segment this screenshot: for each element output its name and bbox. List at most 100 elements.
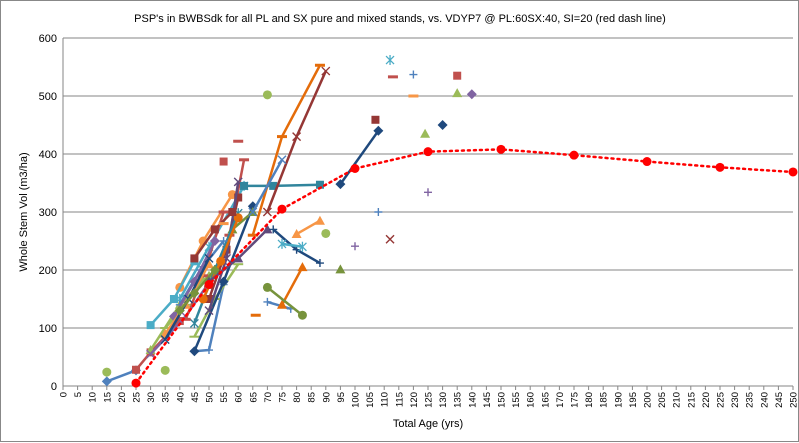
data-point [409,71,417,79]
x-tick-label: 50 [205,392,216,403]
data-point [189,346,199,356]
psp-series-group [251,314,261,317]
x-tick-label: 30 [146,392,157,403]
data-point [170,295,178,303]
x-tick-label: 245 [774,392,785,408]
vdyp-curve-point [424,147,433,156]
x-tick-label: 120 [409,392,420,408]
data-point [216,257,225,266]
x-tick-label: 15 [102,392,113,403]
x-tick-label: 210 [672,392,683,408]
psp-series-group [409,71,417,79]
psp-series-group [102,368,111,377]
data-point [219,211,229,214]
x-tick-label: 35 [161,392,172,403]
data-point [220,158,228,166]
data-point [438,120,448,130]
data-point [408,95,418,98]
data-point [315,64,325,67]
data-point [211,225,219,233]
data-point [205,346,213,354]
psp-series-group [335,126,383,189]
psp-series-group [220,158,228,166]
data-point [297,262,307,271]
x-tick-label: 150 [497,392,508,408]
data-point [219,222,229,225]
psp-series-group [386,55,394,65]
x-tick-label: 100 [351,392,362,408]
vdyp-curve-point [132,379,141,388]
data-point [102,368,111,377]
data-point [298,311,307,320]
data-point [147,321,155,329]
psp-series-group [335,264,345,273]
psp-series-group [219,222,229,225]
psp-series-group [408,95,418,98]
x-tick-label: 130 [438,392,449,408]
x-tick-label: 175 [570,392,581,408]
vdyp-curve-point [643,157,652,166]
data-point [132,366,140,374]
x-tick-label: 20 [117,392,128,403]
data-point [102,376,112,386]
data-point [315,216,325,225]
data-point [189,336,199,338]
data-point [374,208,382,216]
data-point [386,235,394,243]
psp-series-group [351,242,359,250]
x-tick-label: 80 [292,392,303,403]
y-tick-label: 300 [39,207,57,219]
psp-series-group [321,229,330,238]
data-point [467,89,477,99]
data-point [277,135,287,138]
x-tick-label: 65 [248,392,259,403]
psp-series-group [240,181,324,190]
data-point [251,314,261,317]
x-axis-label: Total Age (yrs) [393,418,463,430]
data-point [351,242,359,250]
axes [63,38,793,390]
vdyp-curve-point [789,167,798,176]
data-point [386,55,394,65]
psp-series-group [263,90,272,99]
x-tick-label: 105 [365,392,376,408]
x-tick-label: 10 [88,392,99,403]
psp-series-group [374,208,382,216]
psp-series-group [420,129,430,138]
y-tick-label: 600 [39,33,57,45]
vdyp-curve-point [278,205,287,214]
data-point [228,208,236,216]
x-tick-label: 85 [307,392,318,403]
gridlines [63,38,793,328]
data-point [452,88,462,97]
data-point [335,264,345,273]
x-tick-label: 220 [701,392,712,408]
x-tick-label: 95 [336,392,347,403]
x-tick-label: 110 [380,392,391,407]
data-point [240,182,248,190]
x-tick-label: 185 [599,392,610,408]
data-point [190,318,198,328]
psp-series-group [452,88,462,97]
psp-series-line [267,287,302,315]
data-point [453,72,461,80]
y-axis-label: Whole Stem Vol (m3/ha) [18,152,30,271]
vdyp-curve-point [716,163,725,172]
x-tick-label: 180 [584,392,595,408]
psp-series-line [282,267,302,305]
x-tick-label: 155 [511,392,522,408]
x-tick-label: 25 [132,392,143,403]
data-point [278,156,286,164]
psp-series-line [267,71,325,212]
data-point [420,129,430,138]
vdyp-curve-point [351,164,360,173]
vdyp-curve-line [136,149,793,383]
psp-series-group [386,235,394,243]
psp-series-group [263,67,329,216]
x-tick-label: 240 [759,392,770,408]
x-tick-label: 0 [59,392,70,397]
x-tick-label: 45 [190,392,201,403]
x-tick-label: 55 [219,392,230,403]
